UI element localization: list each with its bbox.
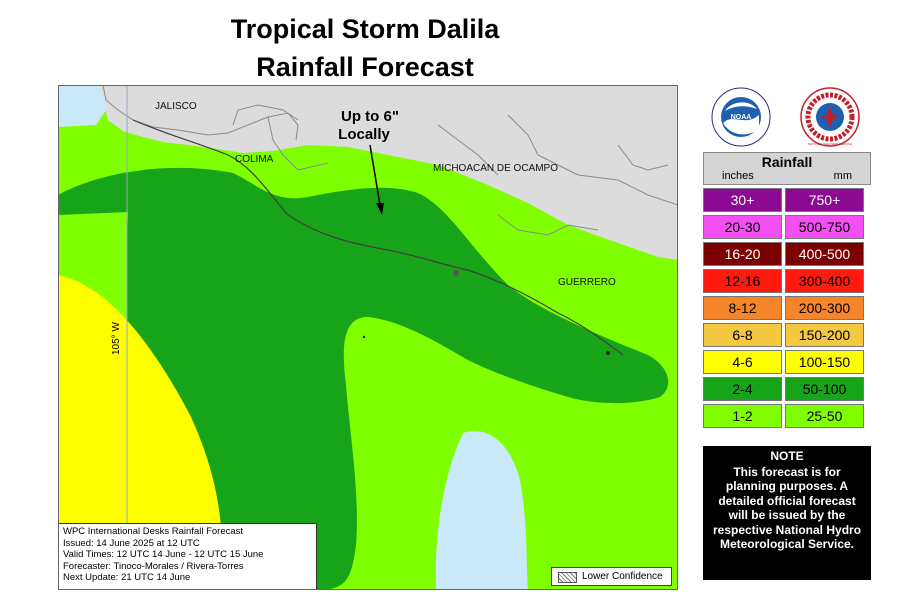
legend-cell-mm: 400-500 [785, 242, 864, 266]
legend-cell-inches: 8-12 [703, 296, 782, 320]
legend-cell-mm: 500-750 [785, 215, 864, 239]
legend-cell-inches: 30+ [703, 188, 782, 212]
lower-confidence-label: Lower Confidence [582, 571, 663, 582]
info-line: Next Update: 21 UTC 14 June [63, 572, 191, 584]
legend-row: 8-12 200-300 [703, 296, 871, 320]
legend-cell-mm: 200-300 [785, 296, 864, 320]
info-line: Forecaster: Tinoco-Morales / Rivera-Torr… [63, 560, 244, 572]
legend-row: 30+ 750+ [703, 188, 871, 212]
info-line: Issued: 14 June 2025 at 12 UTC [63, 537, 200, 549]
legend-title: Rainfall [761, 154, 813, 170]
legend-header: Rainfall inches mm [703, 152, 871, 185]
map-frame [58, 85, 678, 590]
state-boundaries [102, 85, 678, 236]
forecast-info-box: WPC International Desks Rainfall Forecas… [59, 523, 317, 589]
land-area [98, 85, 678, 260]
note-text: This forecast is for planning purposes. … [712, 464, 862, 552]
city-marker [453, 270, 459, 276]
rainfall-map: JALISCO COLIMA MICHOACAN DE OCAMPO GUERR… [58, 85, 678, 590]
rain-zone-4-6 [58, 275, 223, 590]
legend-cell-mm: 50-100 [785, 377, 864, 401]
ocean-area-south [435, 430, 528, 590]
legend-unit-mm: mm [833, 170, 852, 182]
coastline [132, 119, 624, 356]
note-title: NOTE [770, 449, 804, 463]
rainfall-legend: Rainfall inches mm 30+ 750+ 20-30 500-750 16-… [703, 152, 871, 428]
hatch-swatch-icon [558, 572, 577, 583]
city-marker [606, 351, 610, 355]
region-label-guerrero: GUERRERO [558, 277, 616, 288]
legend-row: 4-6 100-150 [703, 350, 871, 374]
legend-cell-inches: 6-8 [703, 323, 782, 347]
legend-cell-inches: 20-30 [703, 215, 782, 239]
lower-confidence-key: Lower Confidence [551, 567, 672, 586]
nws-logo-icon: NATIONAL WEATHER SERVICE [800, 87, 860, 147]
legend-cell-inches: 16-20 [703, 242, 782, 266]
map-title-line-1: Tropical Storm Dalila [230, 14, 500, 44]
legend-cell-mm: 300-400 [785, 269, 864, 293]
noaa-logo-icon: NOAA [711, 87, 771, 147]
legend-row: 1-2 25-50 [703, 404, 871, 428]
legend-row: 12-16 300-400 [703, 269, 871, 293]
legend-cell-mm: 100-150 [785, 350, 864, 374]
legend-cell-inches: 1-2 [703, 404, 782, 428]
islet-marker [362, 335, 366, 339]
legend-cell-mm: 150-200 [785, 323, 864, 347]
legend-cell-mm: 25-50 [785, 404, 864, 428]
legend-cell-mm: 750+ [785, 188, 864, 212]
legend-cell-inches: 4-6 [703, 350, 782, 374]
legend-row: 20-30 500-750 [703, 215, 871, 239]
info-line: WPC International Desks Rainfall Forecas… [63, 526, 244, 537]
callout-line-1: Up to 6" [341, 108, 399, 125]
callout-line-2: Locally [338, 126, 390, 143]
callout-arrow [369, 144, 384, 215]
info-line: Valid Times: 12 UTC 14 June - 12 UTC 15 … [63, 549, 264, 561]
svg-text:NATIONAL WEATHER SERVICE: NATIONAL WEATHER SERVICE [808, 142, 852, 146]
note-box: NOTE This forecast is for planning purpo… [703, 446, 871, 580]
legend-row: 2-4 50-100 [703, 377, 871, 401]
region-label-jalisco: JALISCO [155, 101, 197, 112]
region-label-colima: COLIMA [235, 154, 274, 165]
svg-text:NOAA: NOAA [731, 114, 752, 121]
ocean-area-northwest [58, 85, 108, 127]
legend-row: 16-20 400-500 [703, 242, 871, 266]
legend-cell-inches: 2-4 [703, 377, 782, 401]
legend-row: 6-8 150-200 [703, 323, 871, 347]
longitude-label: 105° W [111, 322, 122, 355]
legend-cell-inches: 12-16 [703, 269, 782, 293]
map-title-line-2: Rainfall Forecast [256, 52, 474, 82]
legend-unit-inches: inches [722, 170, 754, 182]
region-label-michoacan: MICHOACAN DE OCAMPO [433, 163, 558, 174]
